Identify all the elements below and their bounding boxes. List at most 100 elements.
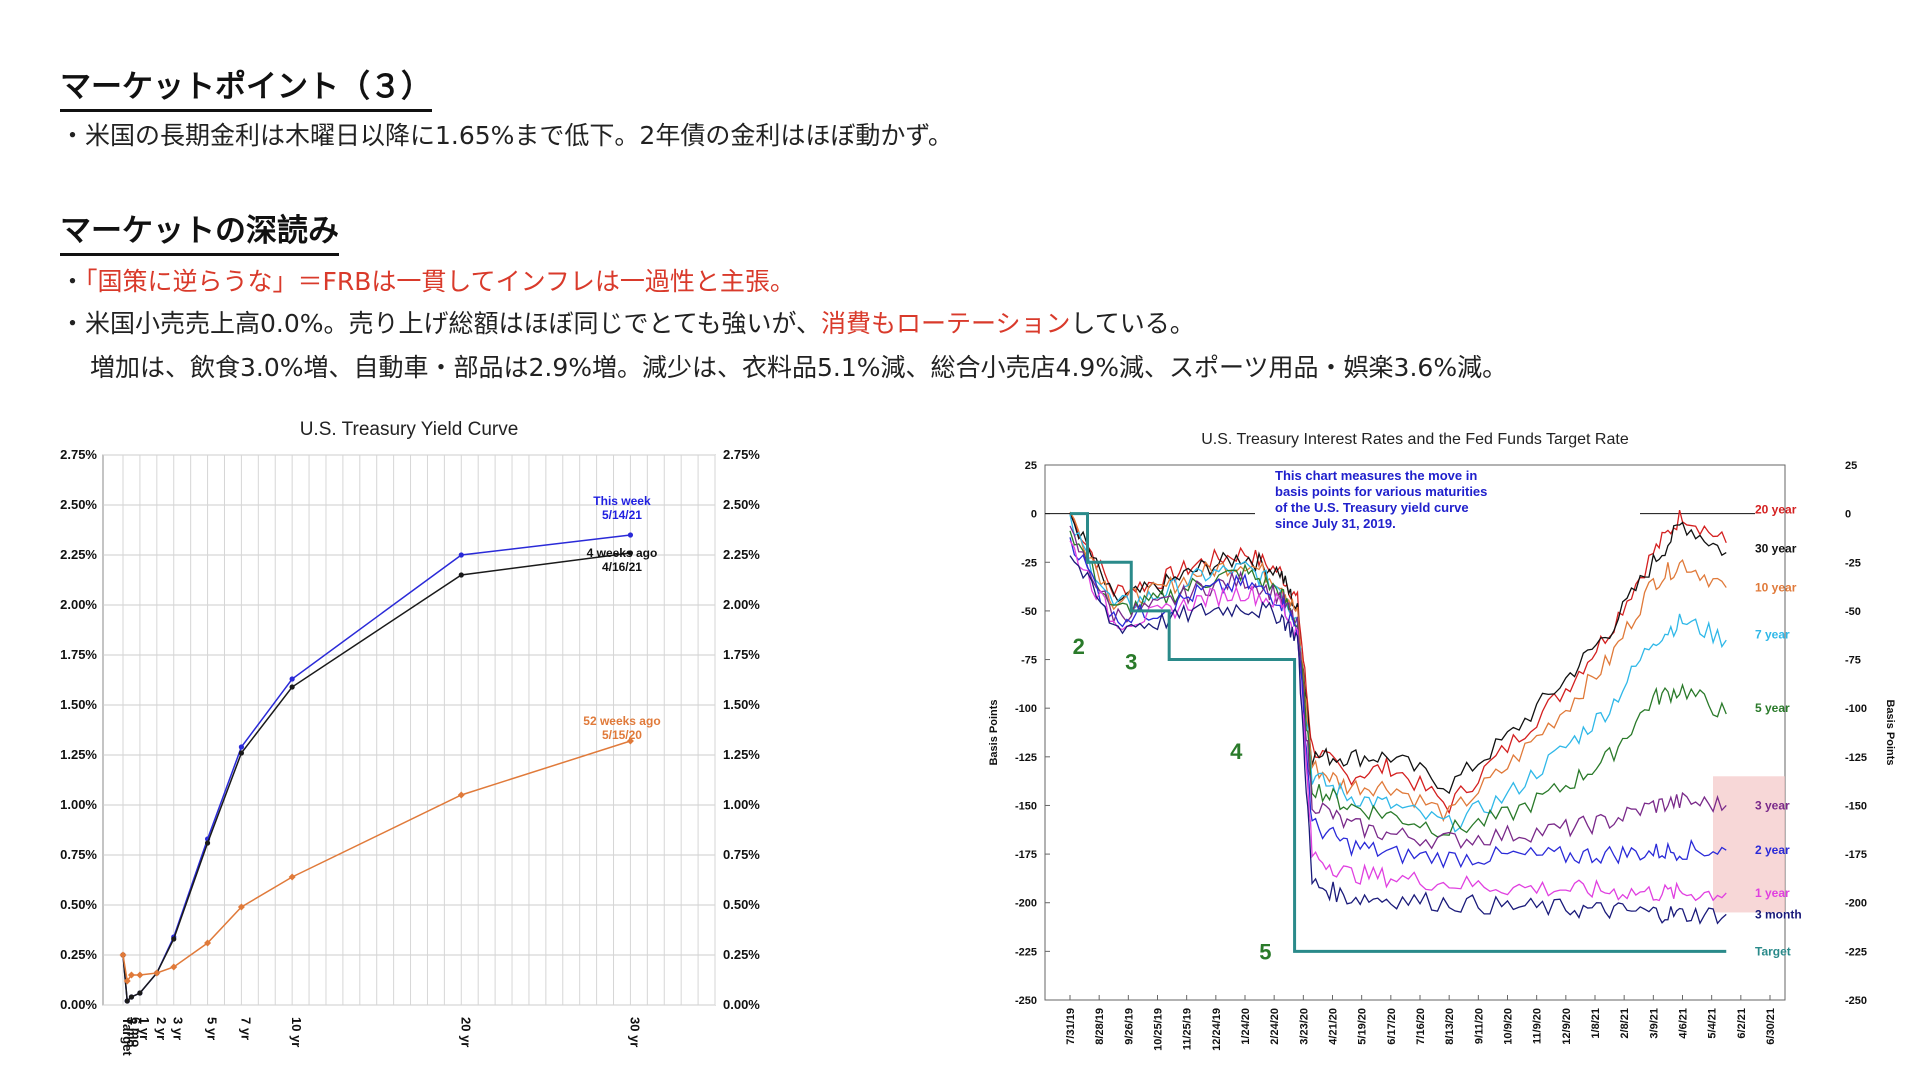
series-label: 10 year — [1755, 581, 1797, 595]
x-tick-label: 5 yr — [205, 1017, 220, 1040]
plot-area — [1044, 464, 1786, 1001]
y-tick-left: -50 — [1021, 606, 1037, 618]
data-point — [626, 737, 634, 745]
bullet-red-text: 消費もローテーション — [821, 309, 1071, 338]
data-point — [627, 550, 634, 556]
section2-bullet-1: ・「国策に逆らうな」＝FRBは一貫してインフレは一過性と主張。 — [60, 266, 795, 298]
y-tick-left: -125 — [1015, 752, 1037, 764]
chart-note: since July 31, 2019. — [1275, 516, 1396, 531]
series-label: 30 year — [1755, 542, 1797, 556]
data-point — [170, 963, 178, 971]
section1-bullet: ・米国の長期金利は木曜日以降に1.65%まで低下。2年債の金利はほぼ動かず。 — [60, 121, 953, 150]
data-point — [124, 998, 130, 1004]
treasury-rates-chart: U.S. Treasury Interest Rates and the Fed… — [772, 420, 1905, 1060]
y-tick-left: 2.50% — [60, 497, 97, 512]
series-label: 4/16/21 — [602, 560, 642, 574]
x-tick-label: 3/9/21 — [1648, 1008, 1660, 1039]
data-point — [289, 676, 295, 682]
yield-curve-chart: U.S. Treasury Yield Curve 2.75% 2.75% 2.50%… — [55, 405, 895, 1070]
y-tick-left: 2.25% — [60, 547, 97, 562]
treasury-rates-svg: U.S. Treasury Interest Rates and the Fed… — [772, 431, 1896, 1051]
y-tick-right: -75 — [1845, 655, 1861, 667]
data-point — [458, 572, 464, 578]
y-tick-left: 1.00% — [60, 797, 97, 812]
data-point — [127, 971, 135, 979]
x-tick-label: 10 yr — [289, 1017, 304, 1047]
series-line — [1069, 511, 1727, 823]
y-tick-left: 1.25% — [60, 747, 97, 762]
bullet-marker: ・ — [60, 267, 86, 296]
series-line — [1069, 537, 1727, 869]
x-tick-label: 5/4/21 — [1707, 1008, 1719, 1039]
y-tick-left: 1.50% — [60, 697, 97, 712]
chart-note: This chart measures the move in — [1275, 468, 1477, 483]
data-point — [238, 744, 244, 750]
x-tick-label: 4/21/20 — [1328, 1008, 1340, 1045]
data-point — [457, 791, 465, 799]
x-tick-label: 10/9/20 — [1503, 1008, 1515, 1045]
x-tick-label: 2 yr — [154, 1017, 169, 1040]
y-tick-right: 2.75% — [723, 447, 760, 462]
y-tick-right: -150 — [1845, 800, 1867, 812]
x-tick-label: 3 mo — [124, 1017, 139, 1047]
y-tick-left: 2.00% — [60, 597, 97, 612]
series-label: 1 year — [1755, 886, 1790, 900]
annotation-number: 5 — [1259, 939, 1271, 964]
section1-heading: マーケットポイント（３） — [60, 68, 432, 112]
data-point — [237, 903, 245, 911]
data-point — [238, 750, 244, 756]
series-line — [1070, 512, 1727, 953]
y-tick-right: -25 — [1845, 557, 1861, 569]
y-tick-left: -150 — [1015, 800, 1037, 812]
series-label: 7 year — [1755, 627, 1790, 641]
y-tick-right: 2.50% — [723, 497, 760, 512]
series-label: 3 year — [1755, 798, 1790, 812]
plot-area — [102, 454, 716, 1006]
x-tick-label: 2/24/20 — [1269, 1008, 1281, 1045]
series-line — [1069, 540, 1727, 902]
data-point — [153, 969, 161, 977]
y-tick-left: 2.75% — [60, 447, 97, 462]
series-label: 5/15/20 — [602, 728, 642, 742]
y-tick-left: -75 — [1021, 655, 1037, 667]
section2-bullet-3: 増加は、飲食3.0%増、自動車・部品は2.9%増。減少は、衣料品5.1%減、総合… — [90, 353, 1508, 382]
x-tick-label: 12/9/20 — [1561, 1008, 1573, 1045]
chart-title: U.S. Treasury Yield Curve — [300, 419, 519, 440]
x-tick-label: 7/31/19 — [1065, 1008, 1077, 1045]
annotation-number: 4 — [1230, 739, 1243, 764]
bullet-text-b: している。 — [1070, 309, 1195, 338]
section2-bullet-2: ・米国小売売上高0.0%。売り上げ総額はほぼ同じでとても強いが、消費もローテーシ… — [60, 308, 1195, 340]
y-tick-left: -200 — [1015, 898, 1037, 910]
y-tick-right: 1.25% — [723, 747, 760, 762]
x-tick-label: 6 mo — [128, 1017, 143, 1047]
y-tick-right: 25 — [1845, 460, 1857, 472]
y-tick-right: -225 — [1845, 946, 1867, 958]
annotation-number: 3 — [1125, 649, 1137, 674]
y-tick-left: 0.75% — [60, 847, 97, 862]
data-point — [204, 840, 211, 846]
data-point — [171, 936, 177, 942]
x-tick-label: Target — [120, 1017, 135, 1056]
x-tick-label: 7 yr — [238, 1017, 253, 1040]
chart-note: basis points for various maturities — [1275, 484, 1487, 499]
series-label: This week — [593, 494, 651, 508]
y-tick-right: 2.25% — [723, 547, 760, 562]
x-tick-label: 20 yr — [458, 1017, 473, 1047]
data-point — [288, 873, 296, 881]
y-tick-left: 1.75% — [60, 647, 97, 662]
data-point — [627, 532, 634, 538]
series-label: Target — [1755, 944, 1791, 958]
x-tick-label: 1/8/21 — [1590, 1008, 1602, 1039]
x-tick-label: 6/2/21 — [1736, 1008, 1748, 1039]
y-tick-right: -100 — [1845, 703, 1867, 715]
x-tick-label: 12/24/19 — [1211, 1008, 1223, 1051]
y-tick-right: -175 — [1845, 849, 1867, 861]
y-tick-right: 1.75% — [723, 647, 760, 662]
y-tick-left: 0.00% — [60, 997, 97, 1012]
x-tick-label: 1/24/20 — [1240, 1008, 1252, 1045]
series-label: 52 weeks ago — [583, 714, 660, 728]
x-tick-label: 11/9/20 — [1532, 1008, 1544, 1044]
section2-heading: マーケットの深読み — [60, 212, 339, 256]
y-tick-right: 0.00% — [723, 997, 760, 1012]
y-tick-left: 0.50% — [60, 897, 97, 912]
